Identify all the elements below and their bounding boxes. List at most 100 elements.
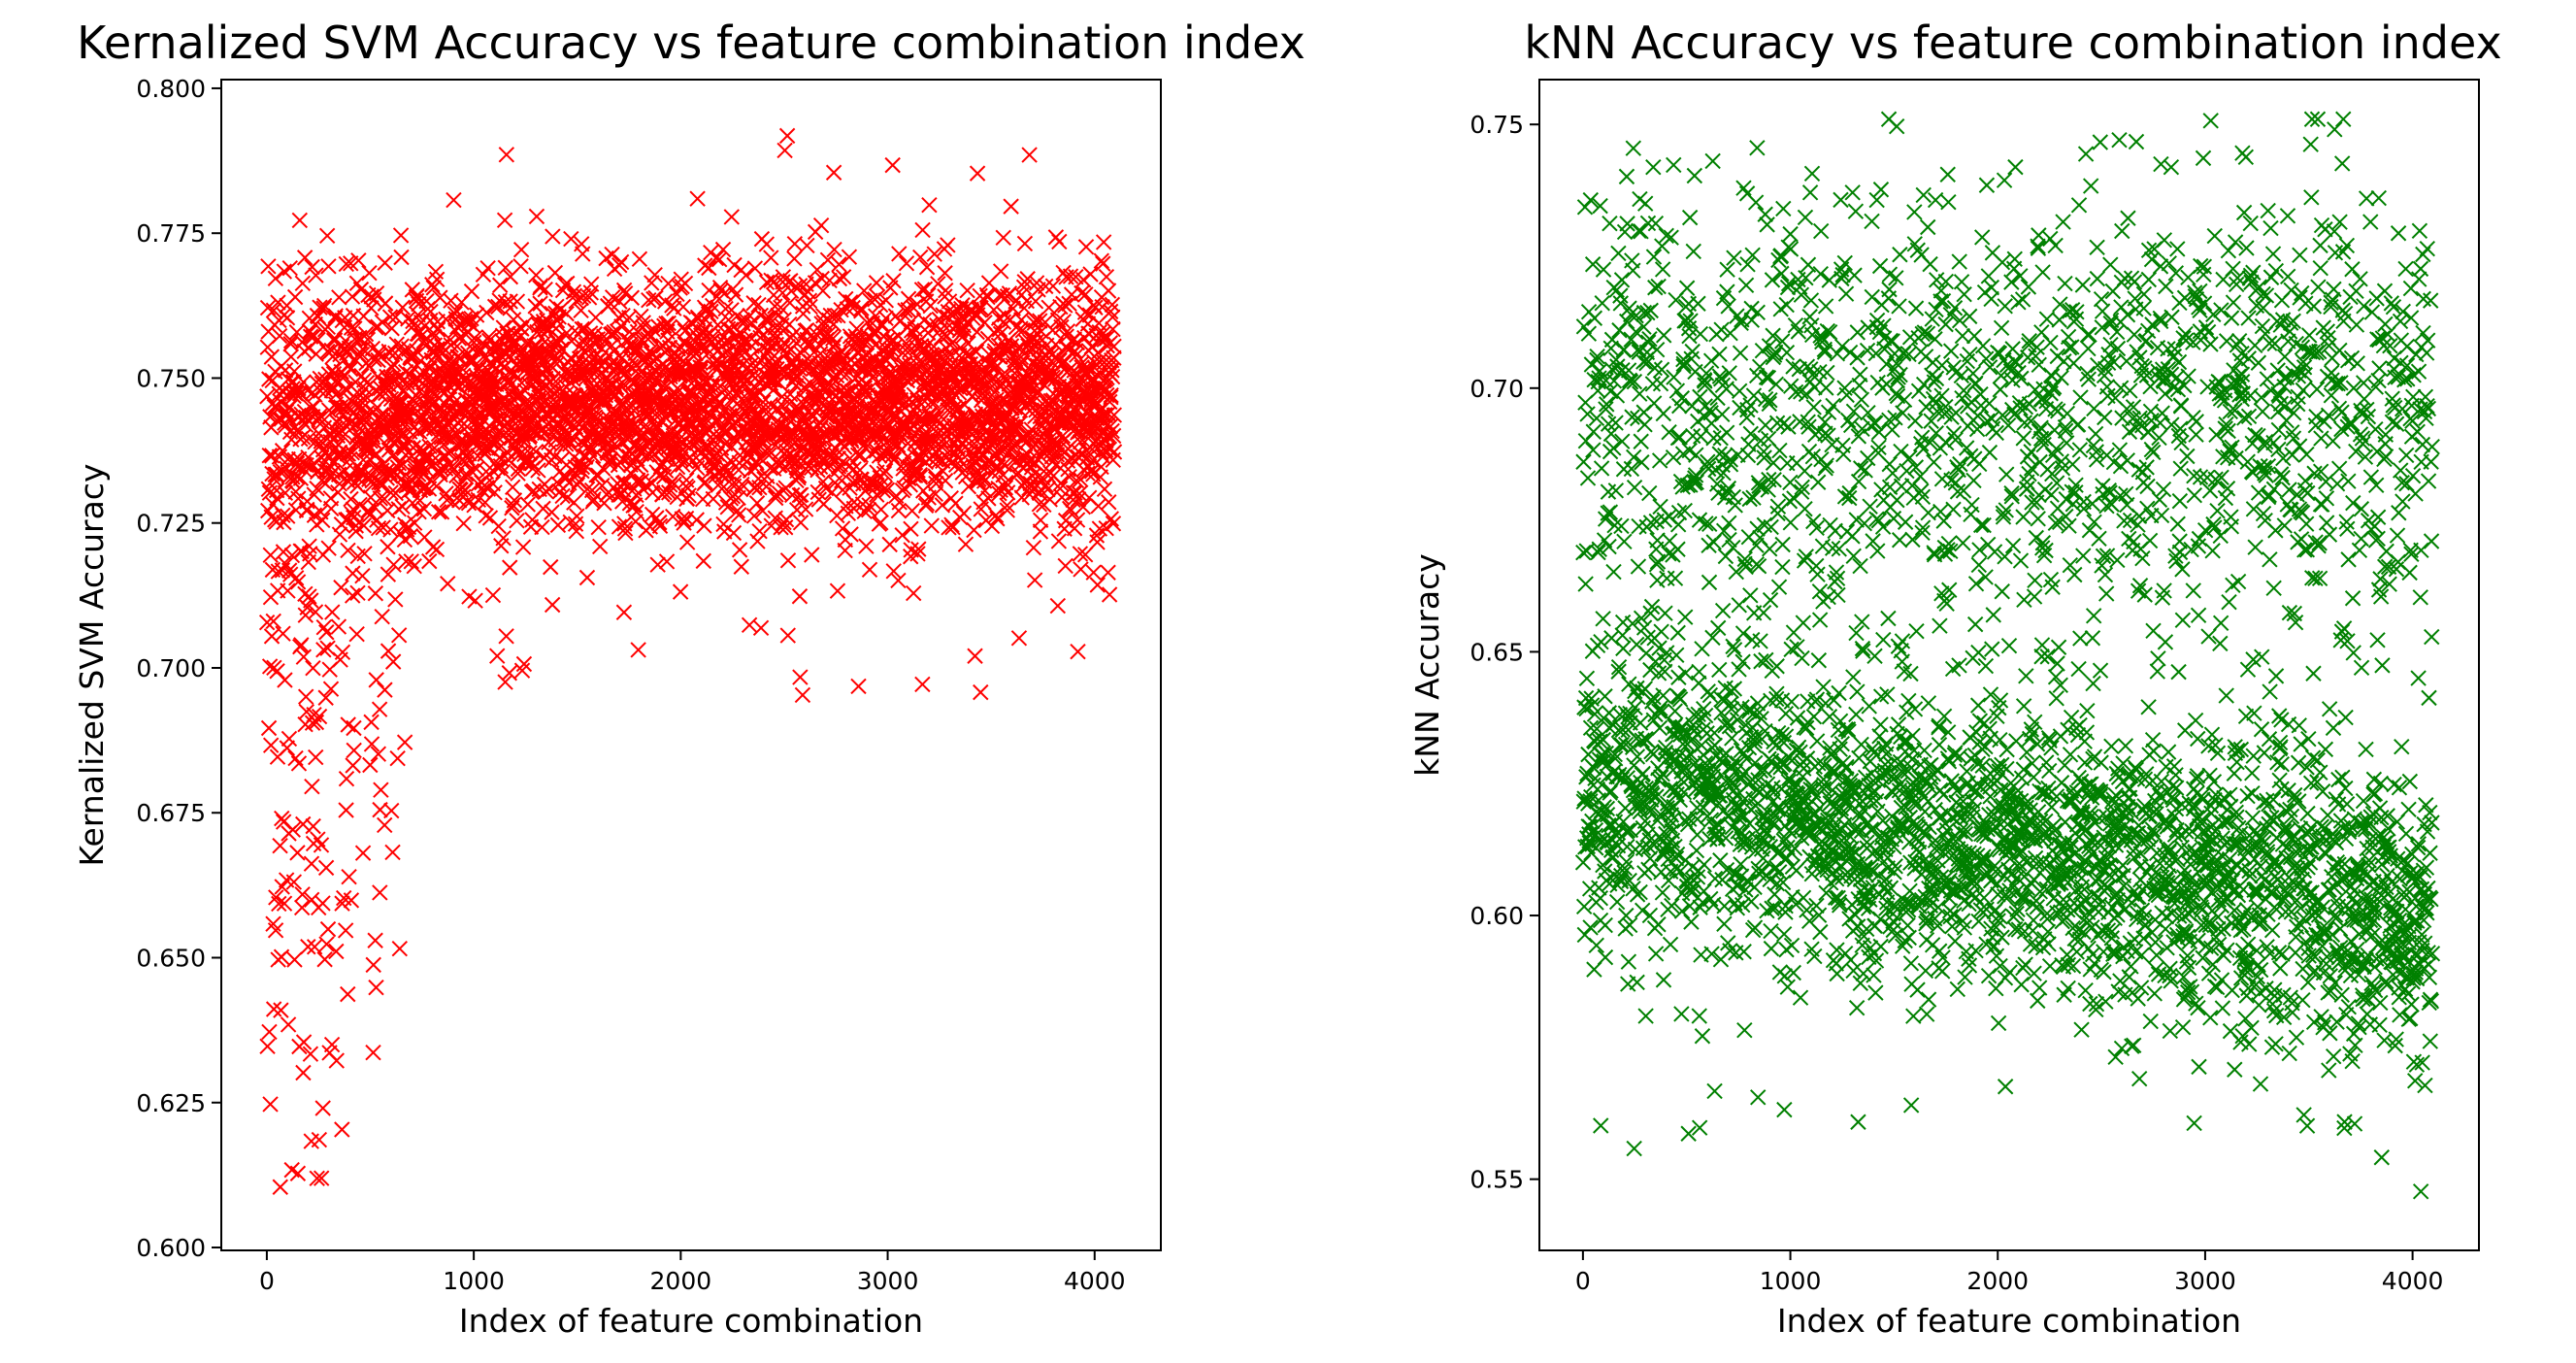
svm-data-point bbox=[973, 683, 989, 701]
svm-data-point bbox=[831, 256, 847, 273]
knn-data-point bbox=[1575, 898, 1593, 914]
svm-data-point bbox=[307, 604, 324, 620]
svm-data-point bbox=[309, 480, 325, 497]
knn-data-point bbox=[1574, 854, 1592, 871]
knn-data-point bbox=[1652, 375, 1669, 392]
svm-data-point bbox=[383, 359, 401, 376]
svm-data-point bbox=[358, 405, 376, 421]
svm-data-point bbox=[284, 821, 301, 838]
svm-data-point bbox=[440, 576, 456, 592]
svm-data-point bbox=[292, 470, 310, 486]
svm-data-point bbox=[290, 755, 308, 772]
svm-data-point bbox=[290, 490, 307, 507]
svm-data-point bbox=[630, 642, 646, 658]
svm-data-point bbox=[377, 816, 393, 834]
svm-data-point bbox=[394, 299, 411, 316]
svm-data-point bbox=[856, 283, 873, 299]
svm-data-point bbox=[261, 371, 278, 387]
svm-data-point bbox=[299, 501, 315, 518]
knn-data-point bbox=[1716, 915, 1733, 932]
knn-data-point bbox=[1743, 312, 1761, 328]
svm-data-point bbox=[365, 1045, 381, 1061]
knn-data-point bbox=[1625, 140, 1642, 156]
knn-data-point bbox=[1585, 423, 1602, 440]
svm-data-point bbox=[923, 517, 940, 534]
svm-data-point bbox=[265, 302, 282, 318]
svm-data-point bbox=[308, 748, 324, 766]
svm-data-point bbox=[394, 498, 411, 515]
svm-data-point bbox=[905, 584, 922, 602]
svm-data-point bbox=[868, 275, 885, 291]
svm-data-point bbox=[392, 227, 410, 244]
svm-data-point bbox=[349, 478, 366, 494]
svm-data-point bbox=[323, 1036, 341, 1053]
svm-data-point bbox=[314, 512, 331, 529]
svm-data-point bbox=[295, 1064, 312, 1081]
svm-data-point bbox=[293, 899, 311, 916]
svm-data-point bbox=[569, 508, 585, 524]
knn-data-point bbox=[1605, 373, 1623, 389]
svm-data-point bbox=[672, 583, 689, 600]
knn-data-point bbox=[1714, 602, 1732, 619]
svm-data-point bbox=[267, 270, 284, 287]
svm-data-point bbox=[352, 281, 370, 298]
svm-data-point bbox=[287, 749, 304, 767]
svm-data-point bbox=[779, 552, 797, 569]
svm-data-point bbox=[829, 582, 846, 599]
svm-data-point bbox=[1095, 234, 1112, 250]
knn-data-point bbox=[1586, 310, 1603, 326]
svm-data-point bbox=[262, 737, 280, 753]
knn-points bbox=[1574, 111, 2441, 1200]
knn-data-point bbox=[1714, 406, 1731, 422]
svm-data-point bbox=[317, 859, 335, 877]
svm-data-point bbox=[1047, 336, 1064, 353]
svm-data-point bbox=[528, 208, 545, 225]
svm-data-point bbox=[359, 331, 377, 349]
knn-data-point bbox=[1752, 633, 1768, 649]
svm-data-point bbox=[382, 521, 399, 538]
knn-data-point bbox=[1641, 850, 1659, 867]
knn-data-point bbox=[1614, 627, 1631, 644]
svm-data-point bbox=[327, 308, 344, 324]
svm-data-point bbox=[268, 482, 285, 499]
svm-data-point bbox=[380, 566, 397, 582]
svm-data-point bbox=[733, 558, 750, 575]
svm-data-point bbox=[428, 541, 446, 558]
knn-data-point bbox=[1667, 703, 1683, 719]
knn-data-point bbox=[1645, 158, 1662, 176]
knn-data-point bbox=[1681, 209, 1699, 226]
knn-data-point bbox=[1699, 725, 1715, 742]
svm-data-point bbox=[263, 628, 281, 645]
svm-data-point bbox=[385, 556, 402, 573]
knn-data-point bbox=[1577, 432, 1595, 449]
svm-data-point bbox=[825, 164, 842, 181]
knn-data-point bbox=[1608, 387, 1626, 404]
svm-data-point bbox=[347, 330, 363, 348]
svm-data-point bbox=[347, 523, 364, 540]
svm-data-point bbox=[275, 507, 291, 523]
svm-data-point bbox=[922, 298, 939, 315]
svm-data-point bbox=[1050, 533, 1068, 549]
svm-data-point bbox=[738, 267, 754, 283]
svm-data-point bbox=[940, 237, 956, 253]
svm-data-point bbox=[559, 275, 576, 292]
svm-data-point bbox=[300, 449, 316, 466]
knn-data-point bbox=[1688, 842, 1705, 859]
knn-data-point bbox=[1666, 156, 1682, 174]
knn-data-point bbox=[1704, 152, 1721, 170]
svm-data-point bbox=[484, 586, 502, 604]
svm-data-point bbox=[338, 255, 354, 273]
svm-data-point bbox=[543, 558, 559, 576]
svm-data-point bbox=[318, 936, 335, 952]
svm-data-point bbox=[402, 527, 419, 545]
svm-data-point bbox=[695, 552, 712, 570]
svm-data-point bbox=[342, 416, 358, 433]
svm-data-point bbox=[273, 948, 290, 965]
knn-data-point bbox=[1592, 197, 1608, 215]
svm-data-point bbox=[1106, 444, 1123, 460]
knn-data-point bbox=[1648, 342, 1666, 358]
svm-data-point bbox=[884, 156, 901, 174]
svm-data-point bbox=[428, 478, 445, 495]
svm-data-point bbox=[324, 604, 341, 620]
svm-data-point bbox=[534, 518, 550, 536]
